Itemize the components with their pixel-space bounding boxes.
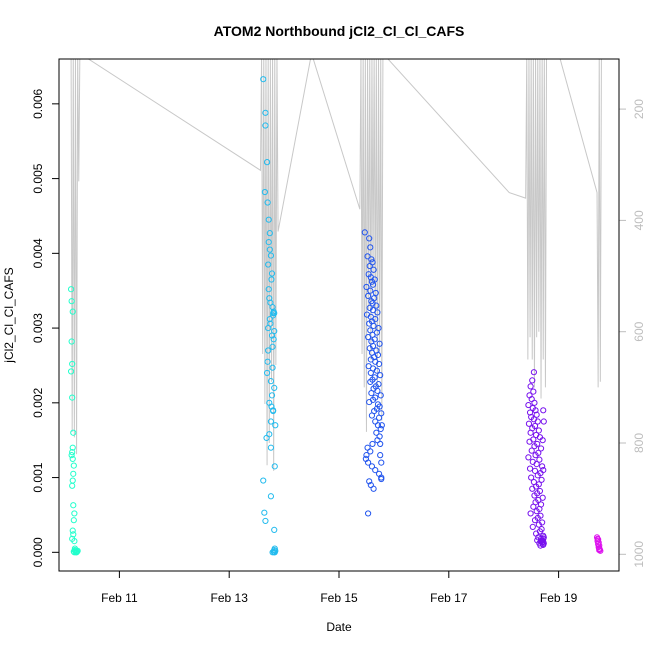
data-point	[371, 486, 376, 491]
y-tick-label: 0.004	[31, 238, 45, 268]
data-point	[379, 460, 384, 465]
y-tick-label: 0.000	[31, 537, 45, 567]
data-point	[378, 393, 383, 398]
data-point	[526, 455, 531, 460]
data-point	[268, 445, 273, 450]
pressure-line	[71, 53, 601, 470]
data-point	[528, 511, 533, 516]
right-tick-label: 800	[632, 433, 646, 453]
x-tick-label: Feb 17	[430, 591, 468, 605]
data-point	[529, 448, 534, 453]
data-point	[272, 464, 277, 469]
data-point	[262, 510, 267, 515]
right-tick-label: 600	[632, 321, 646, 341]
data-point	[263, 518, 268, 523]
x-tick-label: Feb 13	[211, 591, 249, 605]
data-point	[378, 441, 383, 446]
y-tick-label: 0.003	[31, 313, 45, 343]
y-axis-label: jCl2_Cl_Cl_CAFS	[2, 267, 16, 363]
data-point	[378, 453, 383, 458]
y-tick-label: 0.006	[31, 89, 45, 119]
y-tick-label: 0.002	[31, 387, 45, 417]
data-point	[71, 518, 76, 523]
data-point	[528, 384, 533, 389]
data-point	[71, 430, 76, 435]
chart: ATOM2 Northbound jCl2_Cl_Cl_CAFS Date jC…	[0, 0, 650, 650]
data-point	[366, 511, 371, 516]
data-point	[272, 527, 277, 532]
data-point	[70, 478, 75, 483]
chart-title: ATOM2 Northbound jCl2_Cl_Cl_CAFS	[214, 23, 465, 39]
series-layer	[68, 77, 602, 555]
right-tick-label: 200	[632, 99, 646, 119]
data-point	[532, 400, 537, 405]
x-tick-label: Feb 19	[540, 591, 578, 605]
data-point	[70, 483, 75, 488]
data-point	[370, 441, 375, 446]
x-axis-label: Date	[326, 620, 352, 634]
data-point	[541, 419, 546, 424]
data-point	[71, 463, 76, 468]
axes-layer: Feb 11 Feb 13 Feb 15 Feb 17 Feb 19 0.000 0.001…	[31, 89, 646, 605]
data-point	[369, 413, 374, 418]
data-point	[68, 369, 73, 374]
data-point	[268, 494, 273, 499]
data-point	[369, 391, 374, 396]
data-point	[527, 466, 532, 471]
y-tick-label: 0.001	[31, 462, 45, 492]
right-tick-label: 400	[632, 210, 646, 230]
chart-svg: ATOM2 Northbound jCl2_Cl_Cl_CAFS Date jC…	[0, 0, 650, 650]
x-tick-label: Feb 11	[101, 591, 138, 605]
data-point	[528, 430, 533, 435]
x-tick-label: Feb 15	[320, 591, 358, 605]
y-tick-label: 0.005	[31, 163, 45, 193]
right-tick-label: 1000	[632, 541, 646, 568]
data-point	[71, 503, 76, 508]
data-point	[72, 511, 77, 516]
series-4	[526, 370, 547, 549]
data-point	[368, 370, 373, 375]
data-point	[541, 408, 546, 413]
series-5	[594, 535, 602, 554]
data-point	[530, 524, 535, 529]
data-point	[71, 471, 76, 476]
pressure-line-layer	[71, 53, 601, 470]
data-point	[261, 478, 266, 483]
